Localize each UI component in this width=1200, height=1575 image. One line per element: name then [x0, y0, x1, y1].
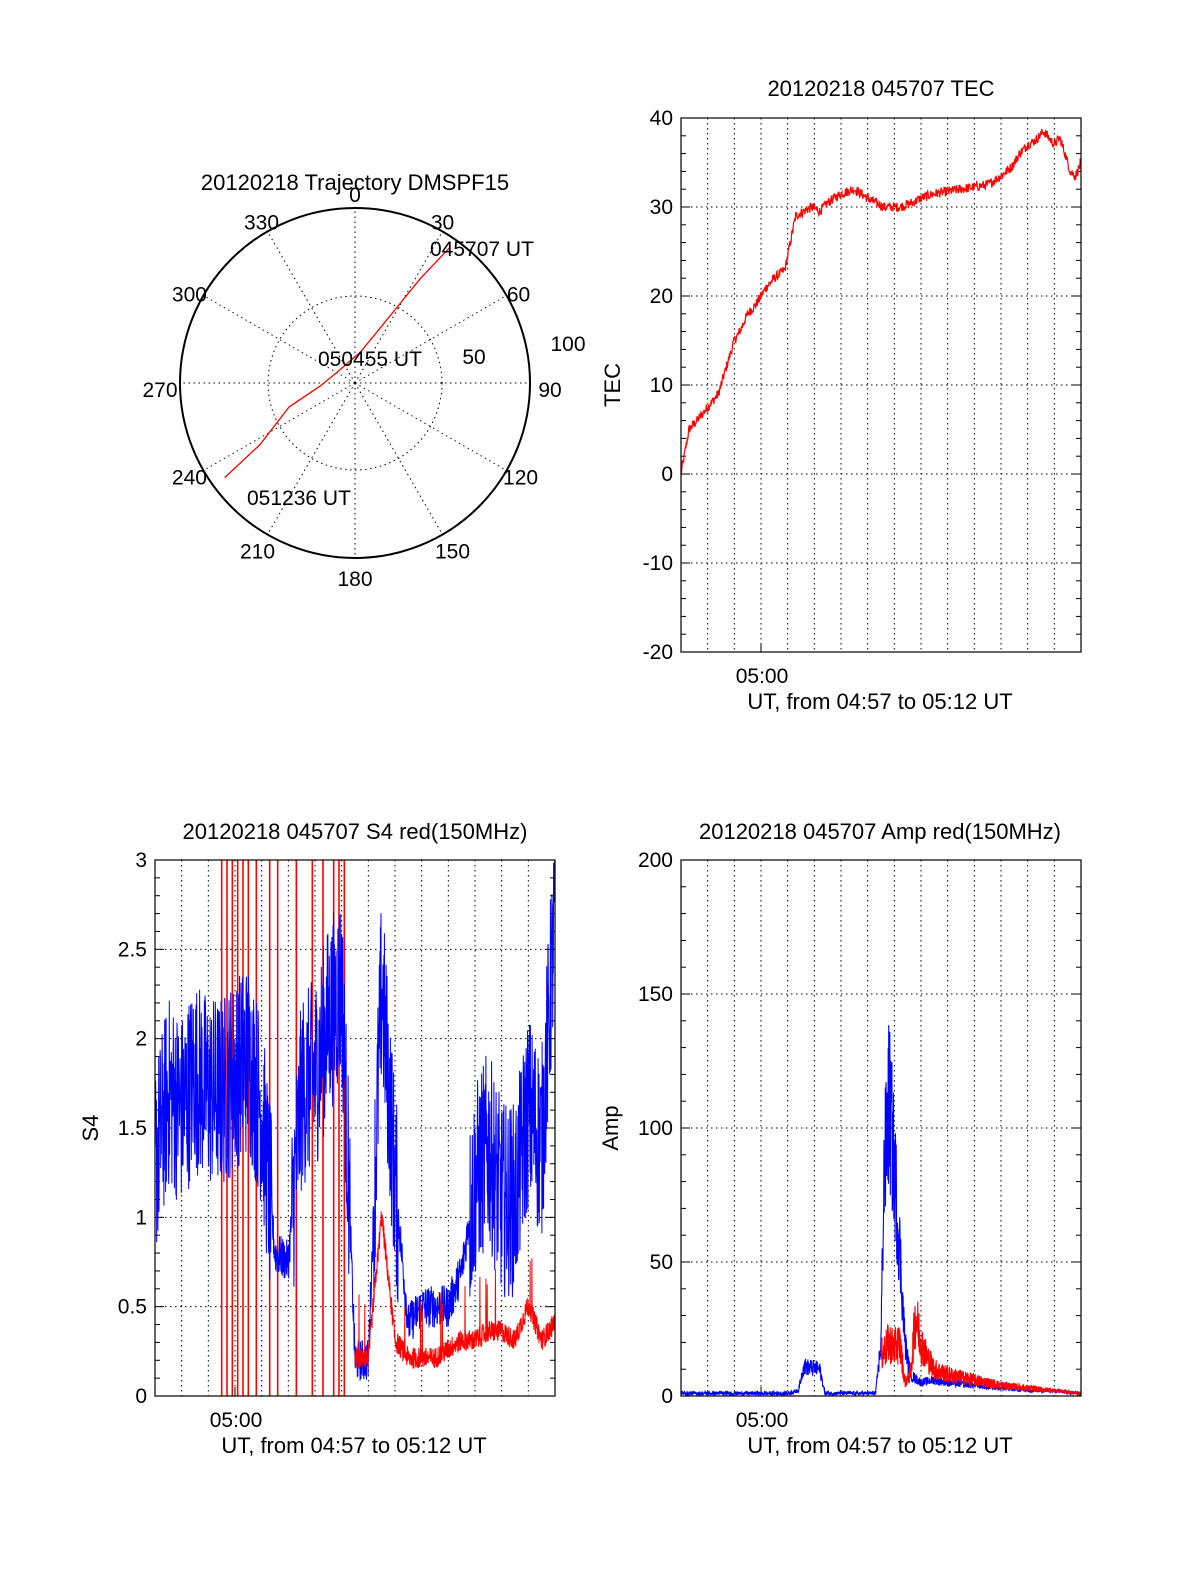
s4-x-tick-label: 05:00: [210, 1409, 263, 1432]
polar-end-time-label: 051236 UT: [247, 487, 351, 510]
amp-y-ticks: 0 50 100 150 200: [638, 849, 1081, 1408]
polar-azimuth-label-120: 120: [503, 467, 538, 490]
polar-azimuth-label-270: 270: [142, 379, 177, 402]
amp-y-tick-label: 200: [638, 849, 673, 872]
polar-spoke-150: [354, 382, 443, 535]
polar-azimuth-label-60: 60: [507, 284, 530, 307]
tec-x-axis-label: UT, from 04:57 to 05:12 UT: [747, 689, 1012, 714]
s4-y-tick-label: 1: [135, 1206, 147, 1229]
s4-blue-series-line: [154, 859, 556, 1381]
tec-x-tick-label: 05:00: [736, 665, 789, 688]
polar-outer-ring: [179, 207, 531, 559]
polar-spoke-120: [354, 382, 507, 471]
tec-grid: [681, 117, 1081, 653]
s4-y-ticks: 0 0.5 1 1.5 2 2.5 3: [118, 849, 555, 1408]
amp-axes-frame: [680, 859, 1082, 1397]
amp-red-series-line: [880, 1301, 1082, 1397]
s4-y-tick-label: 2: [135, 1028, 147, 1051]
amp-x-axis-label: UT, from 04:57 to 05:12 UT: [747, 1433, 1012, 1458]
polar-ring-50: [267, 295, 443, 471]
tec-y-tick-label: -10: [643, 552, 673, 575]
s4-y-tick-label: 1.5: [118, 1117, 147, 1140]
polar-spoke-330: [267, 231, 356, 384]
amp-y-tick-label: 50: [650, 1251, 673, 1274]
polar-spoke-300: [203, 295, 356, 384]
polar-spoke-210: [267, 382, 356, 535]
polar-spoke-60: [354, 295, 507, 384]
s4-y-tick-label: 0.5: [118, 1296, 147, 1319]
polar-azimuth-label-210: 210: [240, 541, 275, 564]
polar-trajectory-line: [224, 246, 451, 479]
tec-y-tick-label: -20: [643, 641, 673, 664]
polar-spoke-240: [203, 382, 356, 471]
s4-plot: 20120218 045707 S4 red(150MHz) 0 0.5 1 1.5 2…: [78, 819, 556, 1458]
amp-y-axis-label: Amp: [598, 1105, 623, 1150]
s4-y-tick-label: 2.5: [118, 938, 147, 961]
amp-y-tick-label: 100: [638, 1117, 673, 1140]
polar-spoke-30: [354, 231, 443, 384]
polar-spokes: [180, 208, 530, 558]
polar-azimuth-label-0: 0: [349, 184, 361, 207]
tec-series-line: [680, 128, 1082, 476]
polar-azimuth-label-150: 150: [435, 541, 470, 564]
tec-y-tick-label: 20: [650, 285, 673, 308]
tec-y-tick-label: 10: [650, 374, 673, 397]
amp-plot: 20120218 045707 Amp red(150MHz) 0 50 100 15…: [598, 819, 1082, 1458]
tec-y-tick-label: 0: [661, 463, 673, 486]
s4-title: 20120218 045707 S4 red(150MHz): [183, 819, 528, 844]
tec-y-tick-label: 40: [650, 107, 673, 130]
tec-y-tick-label: 30: [650, 196, 673, 219]
tec-axes-frame: [680, 117, 1082, 653]
s4-x-axis-label: UT, from 04:57 to 05:12 UT: [221, 1433, 486, 1458]
amp-y-tick-label: 150: [638, 983, 673, 1006]
polar-azimuth-label-240: 240: [172, 467, 207, 490]
polar-azimuth-label-300: 300: [172, 284, 207, 307]
polar-mid-time-label: 050455 UT: [318, 348, 422, 371]
s4-y-tick-label: 3: [135, 849, 147, 872]
amp-title: 20120218 045707 Amp red(150MHz): [699, 819, 1061, 844]
amp-blue-series-line: [680, 1025, 1082, 1398]
polar-azimuth-label-30: 30: [431, 211, 454, 234]
polar-radial-label-50: 50: [462, 346, 485, 369]
polar-radial-label-100: 100: [550, 333, 585, 356]
polar-azimuth-labels: 0 30 60 90 120 150 180 210 240 270 300 330: [142, 184, 561, 591]
s4-red-series-line: [354, 1211, 556, 1369]
s4-y-tick-label: 0: [135, 1385, 147, 1408]
s4-axes-frame: [154, 859, 556, 1397]
s4-y-axis-label: S4: [78, 1115, 103, 1142]
polar-azimuth-label-90: 90: [538, 379, 561, 402]
polar-azimuth-label-330: 330: [244, 211, 279, 234]
polar-start-time-label: 045707 UT: [430, 238, 534, 261]
amp-y-tick-label: 0: [661, 1385, 673, 1408]
polar-trajectory-plot: 20120218 Trajectory DMSPF15 0 30 60 90 120 15…: [142, 170, 585, 591]
polar-title: 20120218 Trajectory DMSPF15: [201, 170, 509, 195]
amp-x-tick-label: 05:00: [736, 1409, 789, 1432]
tec-y-ticks: -20 -10 0 10 20 30 40: [643, 107, 1081, 664]
tec-title: 20120218 045707 TEC: [767, 76, 994, 101]
tec-y-axis-label: TEC: [600, 363, 625, 407]
polar-azimuth-label-180: 180: [337, 568, 372, 591]
